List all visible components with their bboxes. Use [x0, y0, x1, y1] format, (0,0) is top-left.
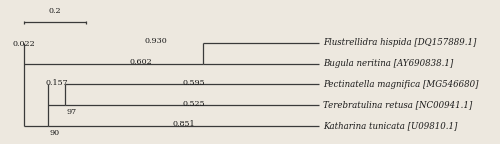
Text: Pectinatella magnifica [MG546680]: Pectinatella magnifica [MG546680]: [324, 80, 479, 89]
Text: 0.022: 0.022: [12, 40, 35, 48]
Text: 0.157: 0.157: [46, 79, 68, 87]
Text: 0.851: 0.851: [172, 121, 196, 128]
Text: Terebratulina retusa [NC00941.1]: Terebratulina retusa [NC00941.1]: [324, 101, 472, 110]
Text: 0.930: 0.930: [145, 37, 168, 45]
Text: 0.525: 0.525: [182, 100, 204, 108]
Text: Flustrellidra hispida [DQ157889.1]: Flustrellidra hispida [DQ157889.1]: [324, 38, 476, 47]
Text: 0.595: 0.595: [182, 79, 204, 87]
Text: 90: 90: [50, 129, 60, 137]
Text: 97: 97: [66, 108, 77, 116]
Text: 0.602: 0.602: [130, 58, 152, 66]
Text: 0.2: 0.2: [48, 7, 61, 15]
Text: Bugula neritina [AY690838.1]: Bugula neritina [AY690838.1]: [324, 59, 454, 68]
Text: Katharina tunicata [U09810.1]: Katharina tunicata [U09810.1]: [324, 122, 458, 130]
